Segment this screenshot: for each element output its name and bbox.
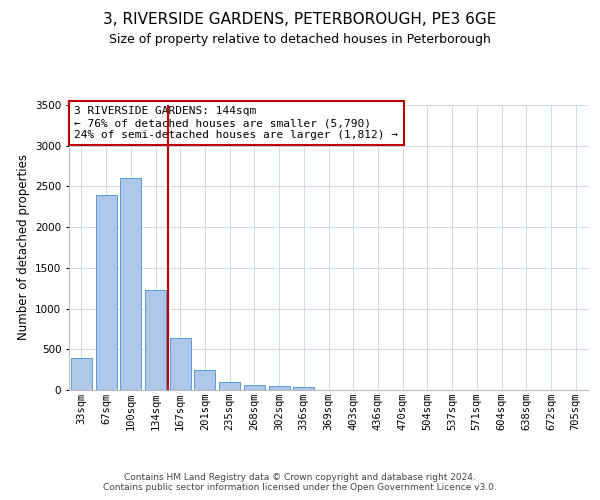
Text: 3 RIVERSIDE GARDENS: 144sqm
← 76% of detached houses are smaller (5,790)
24% of : 3 RIVERSIDE GARDENS: 144sqm ← 76% of det… [74,106,398,140]
Text: 3, RIVERSIDE GARDENS, PETERBOROUGH, PE3 6GE: 3, RIVERSIDE GARDENS, PETERBOROUGH, PE3 … [103,12,497,28]
Bar [269,386,290,390]
Bar [293,387,314,390]
Text: Size of property relative to detached houses in Peterborough: Size of property relative to detached ho… [109,32,491,46]
Bar [120,178,141,390]
Y-axis label: Number of detached properties: Number of detached properties [17,154,29,340]
Bar [71,358,92,390]
Bar [244,384,265,390]
Bar [219,382,240,390]
Text: Contains HM Land Registry data © Crown copyright and database right 2024.
Contai: Contains HM Land Registry data © Crown c… [103,473,497,492]
Bar [95,194,116,390]
Bar [170,338,191,390]
Bar [194,370,215,390]
Bar [145,290,166,390]
